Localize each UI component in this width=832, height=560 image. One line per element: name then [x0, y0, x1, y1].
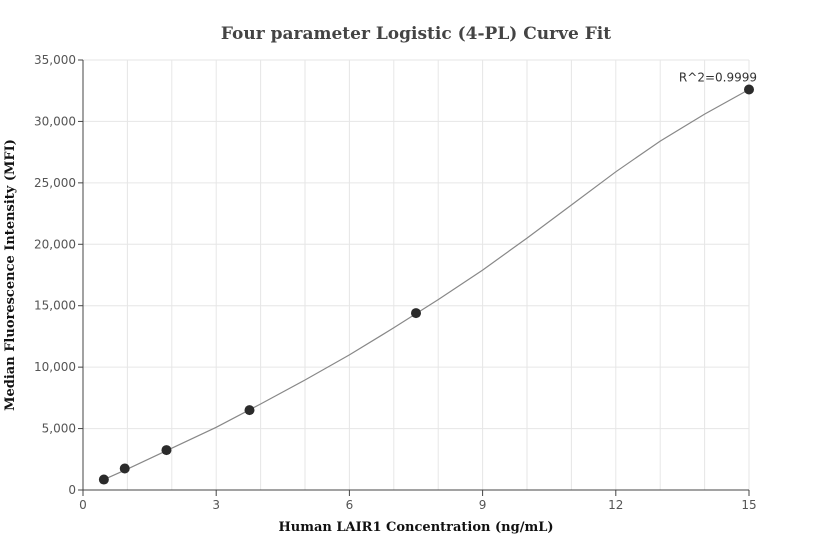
data-point [411, 308, 421, 319]
fit-curve-line [103, 88, 750, 481]
data-point [119, 463, 130, 474]
x-tick-label: 9 [479, 498, 487, 512]
y-axis-ticks: 0 5,000 10,000 15,000 20,000 25,000 30,000 35,0… [34, 53, 83, 497]
data-point [98, 474, 109, 485]
x-tick-label: 0 [79, 498, 87, 512]
x-tick-label: 15 [741, 498, 756, 512]
data-points [98, 84, 754, 485]
grid [83, 59, 750, 490]
data-point [244, 405, 255, 416]
x-tick-label: 6 [346, 498, 354, 512]
y-tick-label: 30,000 [34, 114, 76, 128]
data-point [744, 84, 754, 95]
annotations: R^2=0.9999 [679, 70, 757, 84]
y-tick-label: 25,000 [34, 176, 76, 190]
chart-title: Four parameter Logistic (4-PL) Curve Fit [221, 24, 611, 44]
x-axis-title: Human LAIR1 Concentration (ng/mL) [278, 520, 553, 535]
data-point [161, 445, 172, 456]
y-tick-label: 15,000 [34, 299, 76, 313]
y-tick-label: 5,000 [42, 422, 76, 436]
y-tick-label: 10,000 [34, 360, 76, 374]
x-tick-label: 12 [608, 498, 623, 512]
r-squared-annotation: R^2=0.9999 [679, 70, 757, 84]
axes [82, 60, 749, 491]
x-axis-ticks: 0 3 6 9 12 15 [79, 490, 757, 512]
y-tick-label: 35,000 [34, 53, 76, 67]
x-tick-label: 3 [212, 498, 220, 512]
y-tick-label: 20,000 [34, 237, 76, 251]
y-tick-label: 0 [68, 483, 76, 497]
y-axis-title: Median Fluorescence Intensity (MFI) [3, 139, 18, 411]
